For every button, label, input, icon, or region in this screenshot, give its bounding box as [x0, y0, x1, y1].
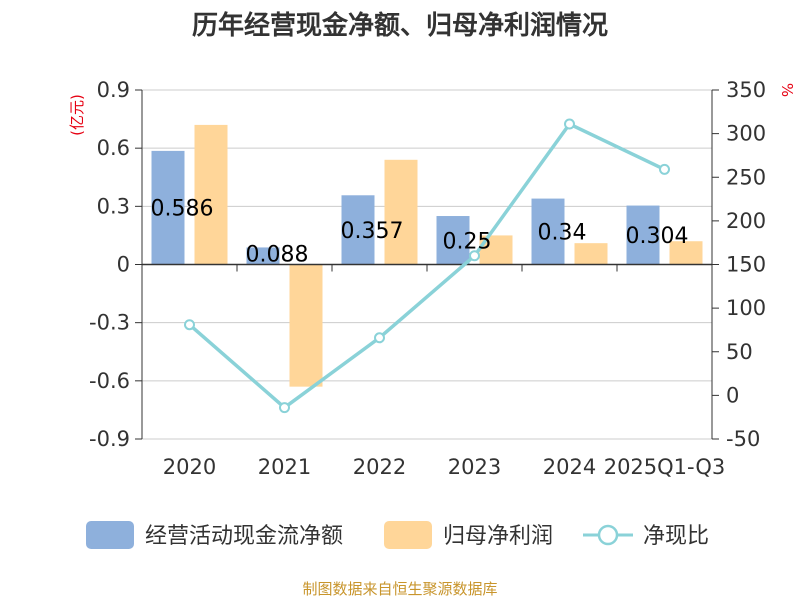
net-profit-bar — [194, 124, 228, 265]
cash-flow-value-label: 0.34 — [538, 221, 587, 246]
category-label: 2023 — [448, 455, 501, 479]
net-profit-bar — [384, 159, 418, 265]
ratio-point — [374, 332, 385, 344]
category-label: 2024 — [543, 455, 596, 479]
legend-item-cash-flow[interactable]: 经营活动现金流净额 — [86, 521, 343, 549]
category-label: 2025Q1-Q3 — [604, 455, 726, 479]
source-note: 制图数据来自恒生聚源数据库 — [302, 580, 497, 598]
right-tick-label: 150 — [726, 253, 766, 277]
ratio-line-path — [188, 121, 666, 410]
left-tick-label: -0.6 — [89, 369, 130, 393]
right-tick-label: 250 — [726, 165, 766, 189]
right-tick-label: 50 — [726, 340, 753, 364]
right-axis-unit: % — [778, 83, 796, 97]
cash-flow-value-label: 0.586 — [151, 197, 214, 222]
ratio-line — [184, 118, 670, 414]
cash-flow-bar — [151, 150, 185, 265]
ratio-point — [659, 163, 670, 175]
left-tick-label: 0.9 — [97, 78, 130, 102]
legend-swatch-net-profit — [384, 521, 432, 549]
cash-flow-value-label: 0.304 — [626, 224, 689, 249]
axes: 0.9 0.6 0.3 0 -0.3 -0.6 -0.9 350 300 250 200 150 100… — [89, 78, 766, 479]
legend-item-net-profit[interactable]: 归母净利润 — [384, 521, 553, 549]
legend-swatch-ratio-marker — [597, 524, 619, 546]
data-labels: 0.586 0.088 0.357 0.25 0.34 0.304 — [151, 197, 689, 268]
ratio-point — [469, 250, 480, 262]
ratio-point — [279, 402, 290, 414]
legend-swatch-cash-flow — [86, 521, 134, 549]
cash-flow-value-label: 0.357 — [341, 219, 404, 244]
cash-flow-value-label: 0.25 — [443, 229, 492, 254]
category-label: 2020 — [163, 455, 216, 479]
left-axis-unit: (亿元) — [68, 94, 86, 136]
ratio-point — [564, 118, 575, 130]
legend-label-cash-flow: 经营活动现金流净额 — [145, 524, 343, 549]
right-tick-label: -50 — [726, 427, 760, 451]
net-profit-bar — [669, 241, 703, 265]
chart-title: 历年经营现金净额、归母净利润情况 — [192, 10, 608, 41]
cash-flow-bar — [246, 247, 280, 265]
bars — [151, 124, 703, 387]
legend[interactable]: 经营活动现金流净额 归母净利润 净现比 — [86, 521, 709, 549]
category-label: 2022 — [353, 455, 406, 479]
legend-label-net-profit: 归母净利润 — [443, 524, 553, 549]
cash-flow-bar — [531, 198, 565, 265]
ratio-point — [184, 319, 195, 331]
right-tick-label: 200 — [726, 209, 766, 233]
net-profit-bar — [289, 264, 323, 387]
left-tick-label: -0.3 — [89, 311, 130, 335]
cash-flow-bar — [341, 195, 375, 265]
category-label: 2021 — [258, 455, 311, 479]
left-tick-label: 0.3 — [97, 194, 130, 218]
right-tick-label: 0 — [726, 383, 739, 407]
net-profit-bar — [574, 243, 608, 265]
legend-item-ratio[interactable]: 净现比 — [583, 524, 709, 549]
right-tick-label: 100 — [726, 296, 766, 320]
left-tick-label: 0.6 — [97, 136, 130, 160]
right-tick-label: 350 — [726, 78, 766, 102]
left-tick-label: -0.9 — [89, 427, 130, 451]
cash-flow-bar — [626, 205, 660, 265]
right-tick-label: 300 — [726, 122, 766, 146]
legend-label-ratio: 净现比 — [643, 524, 709, 549]
left-tick-label: 0 — [117, 253, 130, 277]
cash-flow-bar — [436, 216, 470, 265]
cash-flow-value-label: 0.088 — [246, 243, 309, 268]
